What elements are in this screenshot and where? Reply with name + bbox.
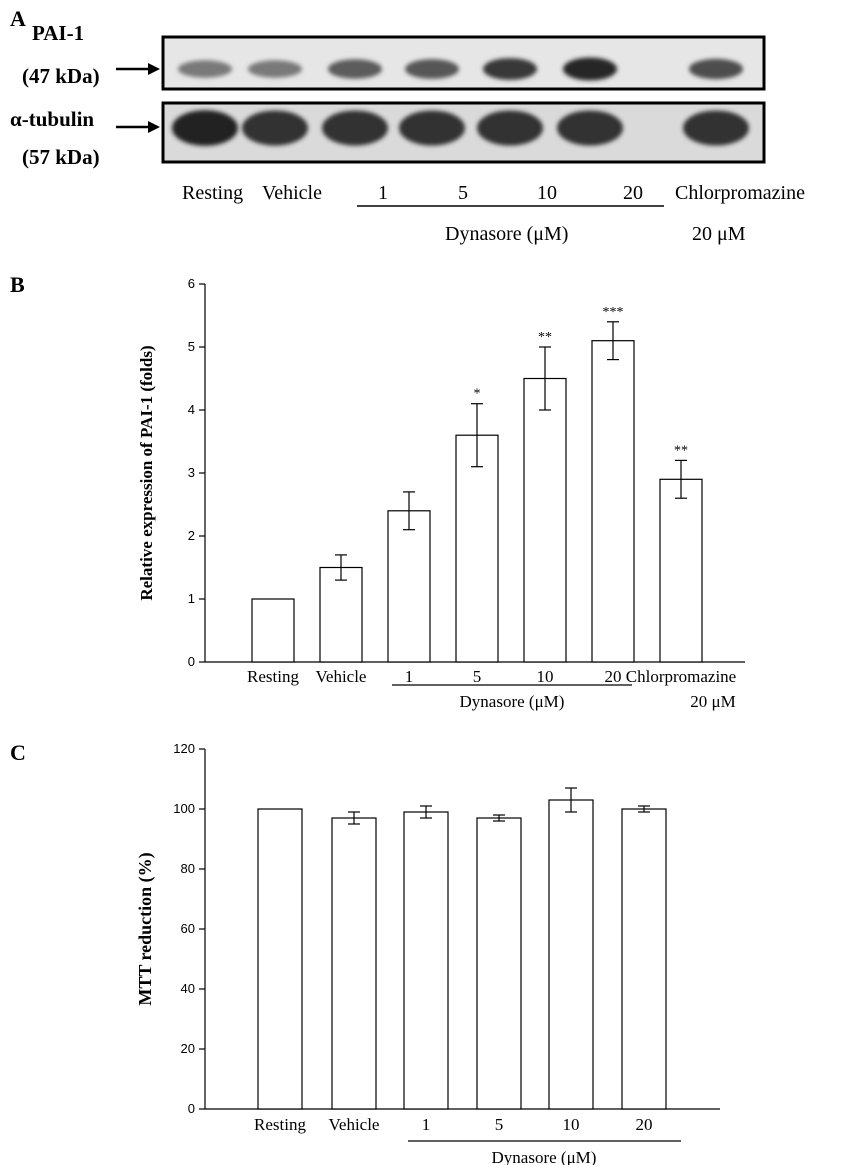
category-label: 20 <box>636 1115 653 1134</box>
y-tick-label: 120 <box>173 741 195 756</box>
pai1-arrow-icon <box>116 63 160 75</box>
bar <box>659 478 703 663</box>
bar <box>455 434 499 663</box>
y-tick-label: 4 <box>188 402 195 417</box>
bar <box>331 817 377 1110</box>
pai1-band <box>483 58 537 80</box>
y-tick-label: 1 <box>188 591 195 606</box>
lane-label-chlorpromazine: Chlorpromazine <box>675 182 805 204</box>
bar <box>387 510 431 663</box>
category-label: 20 <box>605 667 622 686</box>
panel-a-letter: A <box>10 6 26 31</box>
lane-label-resting: Resting <box>182 182 243 204</box>
bar <box>476 817 522 1110</box>
tubulin-protein-label: α-tubulin <box>10 107 94 131</box>
panel-c: C 0 20 40 60 80 100 120 Resting Vehicle 1 5 10 20 MT… <box>10 740 720 1165</box>
significance-marker: *** <box>603 305 624 320</box>
panel-b-letter: B <box>10 272 25 297</box>
chart-c: 0 20 40 60 80 100 120 Resting Vehicle 1 5 10 20 <box>173 741 720 1134</box>
pai1-band <box>328 59 382 79</box>
panel-a: A PAI-1 (47 kDa) α-tubulin (57 kDa) Rest… <box>10 6 805 245</box>
significance-marker: ** <box>674 443 688 458</box>
lane-label-vehicle: Vehicle <box>262 182 322 204</box>
y-tick-label: 2 <box>188 528 195 543</box>
pai1-weight-label: (47 kDa) <box>22 64 100 88</box>
bar <box>523 377 567 663</box>
chlorpromazine-dose-label: 20 μM <box>692 223 746 245</box>
lane-label-10: 10 <box>537 182 557 204</box>
bar <box>251 598 295 663</box>
pai1-band <box>178 60 232 78</box>
y-tick-label: 40 <box>181 981 195 996</box>
tubulin-band <box>683 110 749 146</box>
tubulin-band <box>172 110 238 146</box>
bar <box>257 808 303 1110</box>
category-label: 1 <box>422 1115 431 1134</box>
chart-c-group-label: Dynasore (μM) <box>492 1148 597 1165</box>
tubulin-band <box>477 110 543 146</box>
significance-marker: ** <box>538 330 552 345</box>
pai1-band <box>689 58 743 80</box>
category-label: Resting <box>254 1115 306 1134</box>
y-tick-label: 0 <box>188 1101 195 1116</box>
tubulin-band <box>399 110 465 146</box>
pai1-band <box>563 57 617 81</box>
chart-b-ylabel: Relative expression of PAI-1 (folds) <box>137 345 156 600</box>
significance-marker: * <box>474 387 481 402</box>
y-tick-label: 100 <box>173 801 195 816</box>
tubulin-band <box>242 110 308 146</box>
tubulin-arrow-icon <box>116 121 160 133</box>
bar <box>591 340 635 663</box>
category-label: Vehicle <box>316 667 367 686</box>
category-label: 10 <box>537 667 554 686</box>
lane-label-20: 20 <box>623 182 643 204</box>
category-label: 5 <box>495 1115 504 1134</box>
y-tick-label: 6 <box>188 276 195 291</box>
category-label: 10 <box>563 1115 580 1134</box>
pai1-band <box>248 60 302 78</box>
lane-label-1: 1 <box>378 182 388 204</box>
category-label: Chlorpromazine <box>626 667 736 686</box>
bar <box>319 566 363 663</box>
y-tick-label: 20 <box>181 1041 195 1056</box>
y-tick-label: 0 <box>188 654 195 669</box>
tubulin-weight-label: (57 kDa) <box>22 145 100 169</box>
bar <box>403 811 449 1110</box>
dynasore-group-label: Dynasore (μM) <box>445 223 568 245</box>
bar <box>548 799 594 1110</box>
lane-label-5: 5 <box>458 182 468 204</box>
panel-c-letter: C <box>10 740 26 765</box>
y-tick-label: 5 <box>188 339 195 354</box>
category-label: Vehicle <box>329 1115 380 1134</box>
chart-c-ylabel: MTT reduction (%) <box>135 852 156 1005</box>
category-label: 1 <box>405 667 414 686</box>
y-tick-label: 60 <box>181 921 195 936</box>
tubulin-band <box>322 110 388 146</box>
category-label: Resting <box>247 667 299 686</box>
chart-b: 0 1 2 3 4 5 6 Resting Vehicle 1 * 5 ** 10 *** 20 ** Chlor… <box>188 276 745 686</box>
pai1-band <box>405 59 459 79</box>
tubulin-band <box>557 110 623 146</box>
y-tick-label: 3 <box>188 465 195 480</box>
pai1-blot-strip <box>161 35 766 91</box>
pai1-protein-label: PAI-1 <box>32 21 84 45</box>
tubulin-blot-strip <box>161 101 766 164</box>
bar <box>621 808 667 1110</box>
chart-b-group-label: Dynasore (μM) <box>460 692 565 711</box>
chart-b-extra-label: 20 μM <box>690 692 735 711</box>
y-tick-label: 80 <box>181 861 195 876</box>
panel-b: B 0 1 2 3 4 5 6 Resting Vehicle 1 * 5 ** 10 *** 20 ** Chl… <box>10 272 745 711</box>
category-label: 5 <box>473 667 482 686</box>
